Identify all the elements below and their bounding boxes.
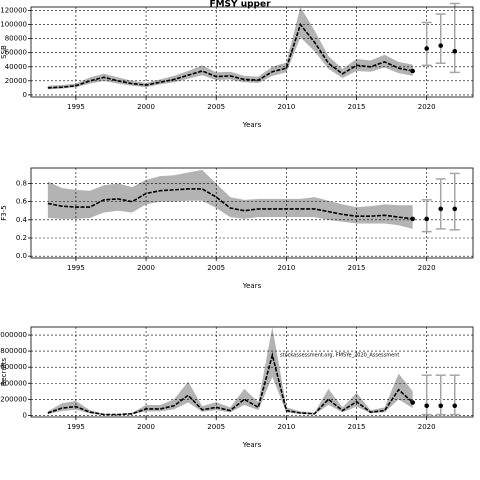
proj-point [452, 403, 458, 409]
y-tick-label: 80000 [5, 35, 27, 43]
y-axis-label: Recruits [0, 357, 8, 386]
y-tick-label: 0 [23, 411, 27, 419]
x-tick-label: 2020 [418, 264, 436, 272]
y-tick-label: 0 [23, 91, 27, 99]
x-tick-label: 2010 [277, 264, 295, 272]
y-tick-label: 60000 [5, 49, 27, 57]
x-tick-label: 1995 [67, 423, 85, 431]
x-tick-label: 2005 [207, 423, 225, 431]
y-tick-label: 800000 [0, 347, 27, 355]
x-tick-label: 2000 [137, 103, 155, 111]
x-tick-label: 2000 [137, 423, 155, 431]
x-tick-label: 2015 [348, 264, 366, 272]
x-tick-label: 1995 [67, 103, 85, 111]
x-tick-label: 2010 [277, 103, 295, 111]
estimate-line [47, 22, 413, 89]
y-tick-label: 100000 [0, 21, 27, 29]
y-tick-label: 40000 [5, 63, 27, 71]
proj-point [438, 403, 444, 409]
proj-point [424, 216, 429, 222]
proj-point [452, 206, 458, 212]
x-tick-label: 2010 [277, 423, 295, 431]
chart-title: FMSY upper [209, 0, 271, 10]
x-tick-label: 2020 [418, 103, 436, 111]
plot-frame [30, 6, 474, 98]
y-axis-label: F3-5 [0, 205, 8, 220]
plot-frame [30, 326, 474, 418]
estimate-line [47, 188, 413, 220]
y-tick-label: 400000 [0, 379, 27, 387]
x-tick-label: 2020 [418, 423, 436, 431]
y-tick-label: 0.2 [16, 234, 27, 242]
x-tick-label: 2005 [207, 103, 225, 111]
x-axis-label: Years [242, 282, 262, 290]
y-tick-label: 20000 [5, 77, 27, 85]
y-tick-label: 0.4 [16, 216, 28, 224]
proj-point [424, 46, 429, 51]
y-tick-label: 120000 [0, 7, 27, 15]
x-tick-label: 2015 [348, 423, 366, 431]
confidence-band [47, 169, 413, 229]
y-axis-label: SSB [0, 45, 8, 59]
x-tick-label: 2005 [207, 264, 225, 272]
last-point [410, 216, 415, 222]
proj-point [438, 206, 444, 212]
y-tick-label: 1000000 [0, 331, 27, 339]
last-point [410, 68, 415, 74]
annotation: stockassessment.org, FMSYe_2020_Assessme… [280, 353, 399, 359]
x-tick-label: 2000 [137, 264, 155, 272]
x-axis-label: Years [242, 121, 262, 129]
y-tick-label: 0.0 [16, 252, 27, 260]
x-axis-label: Years [242, 441, 262, 449]
x-tick-label: 1995 [67, 264, 85, 272]
last-point [410, 400, 415, 405]
y-tick-label: 0.8 [16, 179, 27, 187]
y-tick-label: 600000 [0, 363, 27, 371]
plot-frame [30, 167, 474, 259]
proj-point [424, 403, 429, 409]
x-tick-label: 2015 [348, 103, 366, 111]
estimate-line [47, 351, 414, 416]
proj-point [438, 43, 444, 48]
confidence-band [47, 327, 413, 415]
proj-point [452, 48, 458, 54]
y-tick-label: 200000 [0, 395, 27, 403]
y-tick-label: 0.6 [16, 198, 28, 206]
